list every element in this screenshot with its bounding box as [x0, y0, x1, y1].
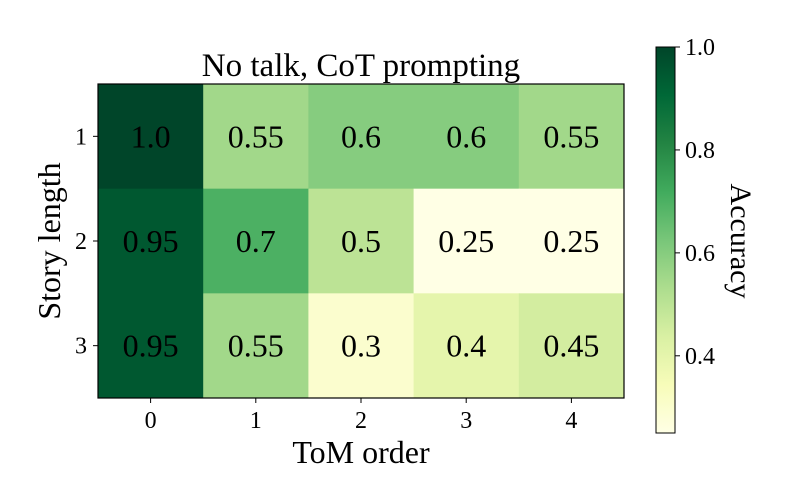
heatmap-cell — [98, 84, 204, 190]
y-tick-label: 3 — [75, 334, 87, 360]
colorbar-ticks: 0.4 0.6 0.8 1.0 — [675, 35, 715, 370]
colorbar-tick-label: 0.6 — [685, 241, 715, 267]
cell-value-label: 0.95 — [123, 328, 179, 364]
x-tick-label: 2 — [355, 408, 367, 434]
cell-value-label: 0.4 — [446, 328, 486, 364]
y-axis-label: Story length — [31, 162, 67, 319]
y-tick-label: 1 — [75, 124, 87, 150]
colorbar-label: Accuracy — [724, 184, 757, 299]
cell-value-label: 0.45 — [543, 328, 599, 364]
cell-value-label: 1.0 — [131, 118, 171, 154]
heatmap-cell — [203, 293, 309, 399]
colorbar-tick-label: 1.0 — [685, 35, 715, 61]
cell-value-label: 0.3 — [341, 328, 381, 364]
heatmap-cell — [203, 84, 309, 190]
cell-value-label: 0.95 — [123, 223, 179, 259]
y-axis-ticks: 1 2 3 — [75, 124, 98, 360]
heatmap-cell-labels: 1.0 0.55 0.6 0.6 0.55 0.95 0.7 0.5 0.25 0.25 0.95 0… — [123, 118, 600, 363]
x-axis-ticks: 0 1 2 3 4 — [145, 398, 577, 434]
cell-value-label: 0.55 — [228, 118, 284, 154]
cell-value-label: 0.6 — [341, 118, 381, 154]
y-tick-label: 2 — [75, 229, 87, 255]
heatmap-cell — [518, 188, 625, 294]
heatmap-cell — [308, 84, 415, 190]
cell-value-label: 0.55 — [228, 328, 284, 364]
x-tick-label: 3 — [460, 408, 472, 434]
cell-value-label: 0.25 — [438, 223, 494, 259]
cell-value-label: 0.25 — [543, 223, 599, 259]
colorbar-tick-label: 0.4 — [685, 344, 715, 370]
cell-value-label: 0.7 — [236, 223, 276, 259]
heatmap-cell — [308, 188, 415, 294]
heatmap-cell — [413, 84, 520, 190]
heatmap-cell — [413, 188, 520, 294]
heatmap-cell — [413, 293, 520, 399]
x-tick-label: 0 — [145, 408, 157, 434]
x-tick-label: 1 — [250, 408, 262, 434]
chart-title: No talk, CoT prompting — [202, 48, 520, 84]
heatmap-cell — [308, 293, 415, 399]
heatmap-cell — [518, 84, 625, 190]
x-axis-label: ToM order — [292, 434, 430, 470]
heatmap-cells — [98, 84, 625, 399]
x-tick-label: 4 — [565, 408, 577, 434]
colorbar — [655, 46, 676, 434]
cell-value-label: 0.5 — [341, 223, 381, 259]
cell-value-label: 0.6 — [446, 118, 486, 154]
heatmap-cell — [203, 188, 309, 294]
colorbar-tick-label: 0.8 — [685, 138, 715, 164]
heatmap-cell — [98, 188, 204, 294]
cell-value-label: 0.55 — [543, 118, 599, 154]
heatmap-cell — [98, 293, 204, 399]
heatmap-cell — [518, 293, 625, 399]
